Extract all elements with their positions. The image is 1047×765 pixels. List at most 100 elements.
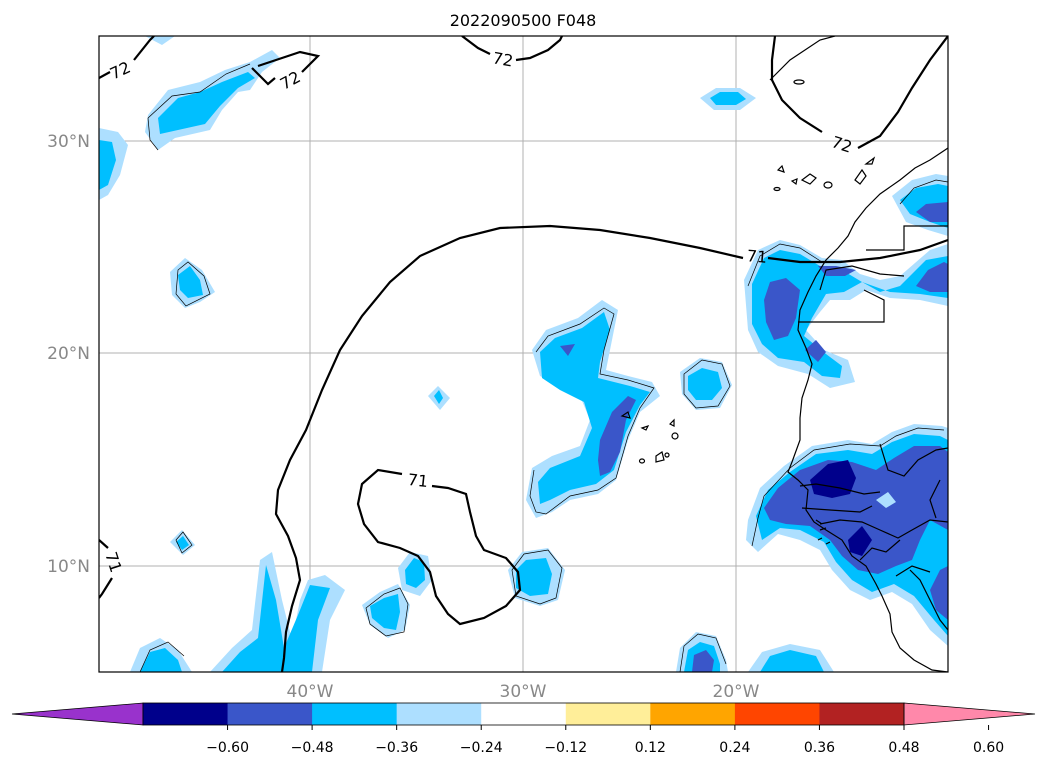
contour-72-ne2 bbox=[857, 36, 948, 149]
islands bbox=[620, 79, 876, 545]
contour-label-71-a: 71 bbox=[746, 246, 768, 267]
island-canary-6 bbox=[864, 156, 876, 165]
contours bbox=[99, 36, 948, 672]
island-canary-4 bbox=[823, 181, 833, 189]
shade-central-dark bbox=[560, 344, 575, 356]
island-canary-1 bbox=[776, 164, 785, 173]
colorbar-tick-label: −0.24 bbox=[460, 740, 503, 756]
colorbar-cell bbox=[734, 703, 820, 725]
border-morocco bbox=[866, 225, 948, 251]
colorbar: −0.60 −0.48 −0.36 −0.24 −0.12 0.12 0.24 0.36 0.4… bbox=[11, 702, 1036, 756]
island-cv-6 bbox=[655, 451, 665, 463]
island-bissagos bbox=[815, 519, 831, 545]
colorbar-extend-right bbox=[903, 702, 1036, 726]
shade-coast-dark bbox=[764, 278, 800, 340]
colorbar-tick-label: 0.48 bbox=[888, 740, 919, 756]
map-area: 72 72 72 72 71 71 71 bbox=[99, 36, 948, 672]
colorbar-tick-label: 0.12 bbox=[635, 740, 666, 756]
longitude-labels: 40°W 30°W 20°W bbox=[287, 682, 760, 702]
shade-topleft-mid bbox=[99, 140, 116, 190]
island-canary-3 bbox=[800, 173, 817, 185]
island-cv-2 bbox=[640, 424, 650, 431]
island-cv-5 bbox=[638, 458, 646, 464]
contour-72-ne bbox=[770, 36, 823, 133]
colorbar-tick-label: −0.36 bbox=[375, 740, 418, 756]
contour-72-top bbox=[461, 36, 491, 55]
colorbar-cell bbox=[312, 703, 398, 725]
shade-blob-g-mid bbox=[688, 368, 722, 400]
contour-71-sw bbox=[99, 539, 109, 549]
shade-wafrica-dark2 bbox=[930, 566, 948, 620]
border-cote bbox=[929, 479, 941, 519]
coast-africa-west bbox=[787, 147, 948, 672]
colorbar-tick-label: −0.12 bbox=[544, 740, 587, 756]
colorbar-frame bbox=[142, 702, 905, 726]
shade-blob-e-mid bbox=[405, 558, 425, 588]
shade-blob-h-mid bbox=[710, 92, 746, 105]
shade-central-dark2 bbox=[598, 396, 636, 476]
colorbar-cells bbox=[143, 703, 905, 725]
lat-label-30n: 30°N bbox=[47, 132, 90, 152]
island-cv-7 bbox=[664, 452, 670, 458]
contour-72-loop-b bbox=[257, 50, 321, 73]
lat-label-10n: 10°N bbox=[47, 557, 90, 577]
colorbar-cell bbox=[227, 703, 313, 725]
island-cv-3 bbox=[668, 418, 675, 427]
shade-blob-i-dark bbox=[692, 650, 714, 672]
shade-wafrica-darkest2 bbox=[848, 526, 872, 556]
colorbar-cell bbox=[819, 703, 905, 725]
lon-label-30w: 30°W bbox=[500, 682, 547, 702]
colorbar-cell bbox=[650, 703, 736, 725]
lat-label-20n: 20°N bbox=[47, 344, 90, 364]
contour-label-71-b: 71 bbox=[407, 470, 429, 491]
coastlines bbox=[769, 36, 948, 672]
shade-bottom-a-mid bbox=[140, 648, 182, 672]
colorbar-tick-label: 0.24 bbox=[719, 740, 750, 756]
island-cv-1 bbox=[620, 411, 631, 419]
border-sierra bbox=[859, 539, 901, 561]
border-wsahara bbox=[819, 265, 905, 291]
island-cv-4 bbox=[671, 432, 679, 440]
border-liberia bbox=[895, 565, 931, 577]
contour-71-main bbox=[274, 224, 744, 672]
shade-central-mid bbox=[538, 312, 650, 504]
colorbar-tick-label: −0.60 bbox=[206, 740, 249, 756]
figure-title: 2022090500 F048 bbox=[450, 11, 597, 30]
shade-wafrica-darkest bbox=[810, 460, 856, 498]
shade-nw-mid bbox=[158, 72, 255, 134]
colorbar-tick-label: −0.48 bbox=[291, 740, 334, 756]
map-frame bbox=[98, 35, 949, 673]
colorbar-ticks: −0.60 −0.48 −0.36 −0.24 −0.12 0.12 0.24 0.36 0.4… bbox=[206, 725, 1004, 756]
shade-outlines bbox=[139, 63, 948, 672]
contour-71-loop bbox=[356, 468, 522, 626]
shade-ne-dark bbox=[916, 202, 948, 222]
shade-coast-dark2 bbox=[818, 266, 856, 276]
contour-72-loop-a bbox=[251, 67, 276, 86]
colorbar-cell bbox=[481, 703, 567, 725]
island-canary-7 bbox=[773, 186, 781, 192]
shade-coast-dark3 bbox=[916, 262, 948, 292]
shade-blob-c-mid bbox=[176, 536, 189, 550]
shade-wafrica-light-hole bbox=[876, 492, 896, 508]
border-guinea bbox=[819, 519, 948, 539]
coast-gulf bbox=[909, 569, 948, 631]
colorbar-cell bbox=[396, 703, 482, 725]
border-gambia bbox=[801, 505, 873, 513]
contour-71-sw2 bbox=[99, 577, 113, 599]
contour-72-top2 bbox=[515, 36, 563, 62]
shade-blob-d-mid bbox=[370, 594, 400, 630]
shade-blob-a-mid bbox=[178, 266, 203, 298]
shade-coast-dark4 bbox=[805, 340, 826, 362]
colorbar-tick-label: 0.36 bbox=[804, 740, 835, 756]
shade-bottom-b-mid bbox=[222, 565, 330, 672]
colorbar-extend-left bbox=[11, 702, 144, 726]
shade-blob-j-mid bbox=[760, 650, 824, 672]
border-mali bbox=[879, 443, 948, 477]
shade-blob-f-mid bbox=[516, 558, 552, 596]
lon-label-20w: 20°W bbox=[713, 682, 760, 702]
border-mauritania bbox=[798, 289, 885, 323]
coast-iberia-africa bbox=[769, 36, 836, 81]
contour-label-72-c: 72 bbox=[491, 48, 514, 70]
island-madeira bbox=[793, 79, 805, 85]
contour-72-nw bbox=[99, 71, 111, 79]
